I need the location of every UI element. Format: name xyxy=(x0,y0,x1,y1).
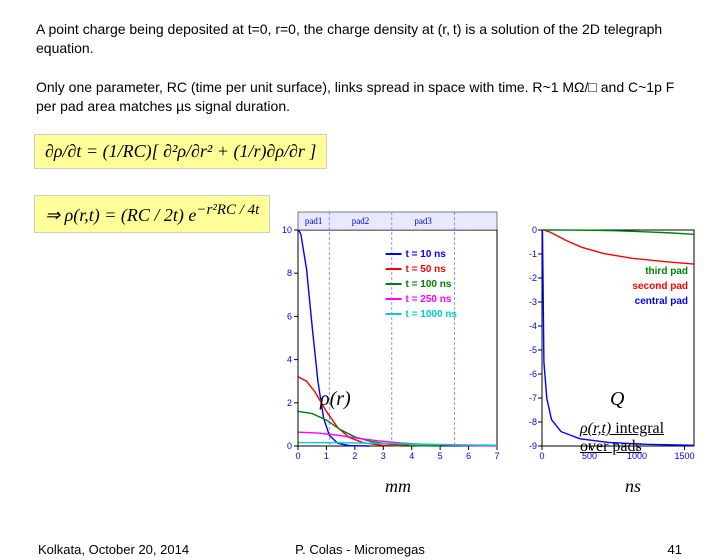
svg-text:second pad: second pad xyxy=(632,281,688,292)
svg-text:0: 0 xyxy=(287,441,292,451)
axis-label-mm: mm xyxy=(385,476,411,497)
svg-text:pad1: pad1 xyxy=(305,216,323,226)
svg-text:-2: -2 xyxy=(529,273,537,283)
svg-text:-1: -1 xyxy=(529,249,537,259)
svg-text:t = 1000 ns: t = 1000 ns xyxy=(406,309,458,320)
svg-text:-8: -8 xyxy=(529,417,537,427)
svg-text:central pad: central pad xyxy=(635,296,688,307)
svg-text:0: 0 xyxy=(539,451,544,461)
svg-text:1500: 1500 xyxy=(674,451,694,461)
svg-text:third pad: third pad xyxy=(645,266,688,277)
svg-text:-9: -9 xyxy=(529,441,537,451)
svg-text:1: 1 xyxy=(324,451,329,461)
paragraph-1: A point charge being deposited at t=0, r… xyxy=(36,20,684,58)
svg-text:t = 50 ns: t = 50 ns xyxy=(406,264,447,275)
svg-text:6: 6 xyxy=(466,451,471,461)
svg-text:7: 7 xyxy=(494,451,499,461)
svg-text:10: 10 xyxy=(282,225,292,235)
svg-text:t = 250 ns: t = 250 ns xyxy=(406,294,452,305)
svg-text:6: 6 xyxy=(287,311,292,321)
svg-text:t = 10 ns: t = 10 ns xyxy=(406,249,447,260)
figures-region: 0 2 4 6 8 10 0 1 2 3 4 5 6 7 pad1 pad2 pad3 t = 10 ns t = … xyxy=(270,208,700,488)
svg-text:pad2: pad2 xyxy=(352,216,370,226)
svg-text:0: 0 xyxy=(532,225,537,235)
equation-1: ∂ρ/∂t = (1/RC)[ ∂²ρ/∂r² + (1/r)∂ρ/∂r ] xyxy=(34,134,327,169)
svg-text:-7: -7 xyxy=(529,393,537,403)
annotation-integral: ρ(r,t) integralover pads xyxy=(580,420,664,455)
svg-text:pad3: pad3 xyxy=(414,216,432,226)
svg-text:-6: -6 xyxy=(529,369,537,379)
svg-text:4: 4 xyxy=(287,355,292,365)
label-Q: Q xyxy=(610,388,624,411)
svg-text:2: 2 xyxy=(352,451,357,461)
footer-center: P. Colas - Micromegas xyxy=(0,542,720,557)
svg-text:-4: -4 xyxy=(529,321,537,331)
svg-text:0: 0 xyxy=(295,451,300,461)
svg-text:3: 3 xyxy=(381,451,386,461)
chart-rho-vs-r: 0 2 4 6 8 10 0 1 2 3 4 5 6 7 pad1 pad2 pad3 t = 10 ns t = … xyxy=(270,208,505,468)
svg-text:2: 2 xyxy=(287,398,292,408)
svg-text:8: 8 xyxy=(287,268,292,278)
equation-2: ⇒ ρ(r,t) = (RC / 2t) e−r²RC / 4t xyxy=(34,195,270,233)
svg-text:4: 4 xyxy=(409,451,414,461)
paragraph-2: Only one parameter, RC (time per unit su… xyxy=(36,78,684,116)
svg-text:5: 5 xyxy=(438,451,443,461)
svg-text:-5: -5 xyxy=(529,345,537,355)
footer-page-number: 41 xyxy=(668,542,682,557)
svg-text:-3: -3 xyxy=(529,297,537,307)
label-rho-r: ρ(r) xyxy=(320,388,351,411)
svg-text:t = 100 ns: t = 100 ns xyxy=(406,279,452,290)
axis-label-ns: ns xyxy=(625,476,641,497)
